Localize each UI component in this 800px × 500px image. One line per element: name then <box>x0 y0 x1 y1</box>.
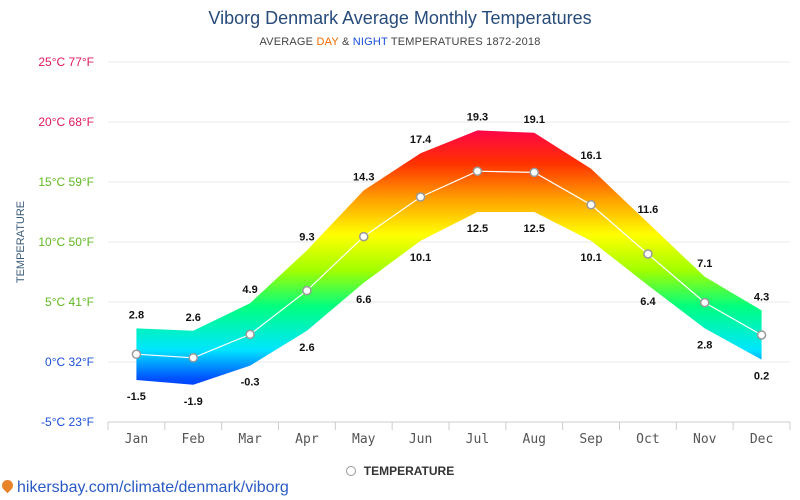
subtitle-amp: & <box>338 36 353 48</box>
night-value-label: 10.1 <box>410 252 431 264</box>
night-value-label: 12.5 <box>524 223 545 235</box>
day-value-label: 16.1 <box>580 150 601 162</box>
y-tick-label: 20°C 68°F <box>38 115 94 129</box>
day-value-label: 4.9 <box>242 284 257 296</box>
night-value-label: -0.3 <box>241 377 260 389</box>
y-tick-label: 25°C 77°F <box>38 55 94 69</box>
night-value-label: 2.6 <box>299 342 314 354</box>
average-point <box>131 349 142 359</box>
x-tick-label: Nov <box>693 432 717 447</box>
average-point <box>756 330 767 340</box>
night-value-label: 6.4 <box>640 296 656 308</box>
y-tick-label: 0°C 32°F <box>45 355 94 369</box>
day-value-label: 2.6 <box>186 312 201 324</box>
data-labels: 2.8 2.6 4.9 9.3 14.3 17.4 19.3 19.1 16.1 11.6 7.1 4… <box>127 111 769 407</box>
day-value-label: 19.3 <box>467 111 488 123</box>
average-point <box>472 166 483 176</box>
day-value-label: 2.8 <box>129 309 144 321</box>
map-pin-icon <box>0 477 16 494</box>
day-value-label: 7.1 <box>697 258 712 270</box>
chart-title: Viborg Denmark Average Monthly Temperatu… <box>208 8 592 28</box>
day-value-label: 4.3 <box>754 291 769 303</box>
y-tick-label: 10°C 50°F <box>38 235 94 249</box>
day-value-label: 19.1 <box>524 114 545 126</box>
temperature-band <box>136 130 762 385</box>
average-point <box>245 329 255 340</box>
chart-subtitle: AVERAGE DAY & NIGHT TEMPERATURES 1872-20… <box>0 36 800 48</box>
x-tick-label: Aug <box>523 432 546 447</box>
night-value-label: 0.2 <box>754 371 769 383</box>
x-tick-label: Mar <box>238 432 262 447</box>
subtitle-night: NIGHT <box>352 36 388 48</box>
x-tick-label: Dec <box>750 432 773 447</box>
average-point <box>359 231 369 242</box>
night-value-label: 12.5 <box>467 223 488 235</box>
x-tick-label: Sep <box>579 432 603 447</box>
average-point <box>643 249 653 259</box>
night-value-label: 10.1 <box>580 252 601 264</box>
y-axis-title: TEMPERATURE <box>15 201 27 283</box>
night-value-label: 6.6 <box>356 294 371 306</box>
day-value-label: 11.6 <box>638 204 659 216</box>
x-tick-label: Jun <box>409 432 432 447</box>
x-tick-label: Oct <box>636 432 659 447</box>
source-link[interactable]: hikersbay.com/climate/denmark/viborg <box>0 477 289 497</box>
average-temperature-line <box>136 170 762 359</box>
night-value-label: 2.8 <box>697 339 712 351</box>
average-point <box>586 200 596 210</box>
y-tick-label: 5°C 41°F <box>45 295 94 309</box>
day-value-label: 17.4 <box>410 134 432 146</box>
subtitle-day: DAY <box>316 36 339 48</box>
legend-label: TEMPERATURE <box>363 464 455 478</box>
average-point <box>188 353 198 363</box>
average-point <box>302 285 312 296</box>
source-text: hikersbay.com/climate/denmark/viborg <box>17 479 289 496</box>
day-value-label: 14.3 <box>353 171 374 183</box>
axes: 25°C 77°F 20°C 68°F 15°C 59°F 10°C 50°F 5°C … <box>15 55 791 447</box>
night-value-label: -1.5 <box>127 391 146 403</box>
subtitle-suffix: TEMPERATURES 1872-2018 <box>387 36 541 48</box>
average-point <box>415 192 426 202</box>
legend-circle-icon <box>345 466 356 476</box>
temperature-chart: 2.8 2.6 4.9 9.3 14.3 17.4 19.3 19.1 16.1 11.6 7.1 4… <box>15 55 791 447</box>
x-tick-label: Apr <box>295 432 319 447</box>
average-line <box>131 166 767 363</box>
subtitle-prefix: AVERAGE <box>259 36 317 48</box>
legend[interactable]: TEMPERATURE <box>0 464 800 478</box>
average-point <box>529 167 539 178</box>
x-tick-label: Jan <box>125 432 148 447</box>
day-night-band <box>136 130 762 385</box>
x-tick-label: May <box>352 432 376 447</box>
x-tick-label: Jul <box>466 432 489 447</box>
y-tick-label: 15°C 59°F <box>38 175 94 189</box>
y-tick-label: -5°C 23°F <box>41 415 94 429</box>
x-tick-label: Feb <box>182 432 206 447</box>
day-value-label: 9.3 <box>299 231 314 243</box>
night-value-label: -1.9 <box>184 396 203 408</box>
average-point <box>700 297 710 308</box>
